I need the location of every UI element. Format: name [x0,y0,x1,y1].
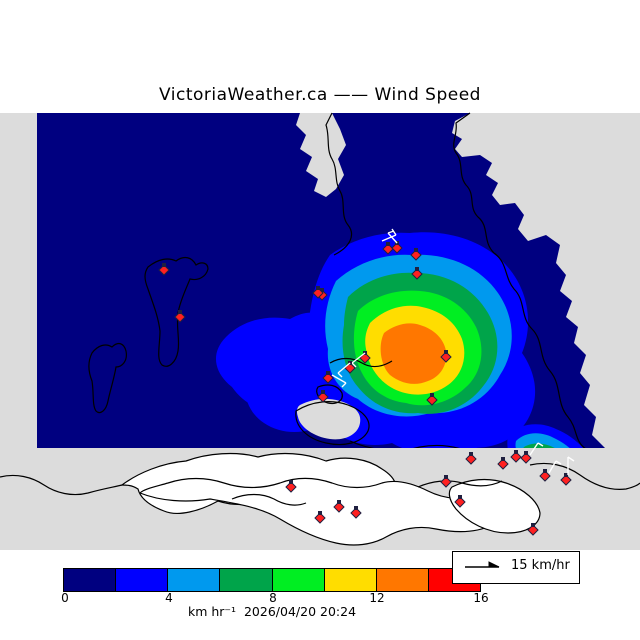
station-marker [426,393,438,406]
colorbar-tick-8: 8 [269,591,277,605]
station-marker-with-barb [560,456,575,486]
station-marker [510,450,522,463]
station-markers[interactable] [158,228,575,536]
coastline-inner-channel [417,480,503,488]
station-marker [174,310,186,323]
coastline-mainland-northeast [453,112,495,254]
station-marker [317,390,329,403]
coastline-detail-bay [231,493,307,506]
station-marker-with-barb [337,361,356,378]
station-marker [285,480,297,493]
coastline-inlet-thread [329,357,393,368]
coastline-south-mainland [0,474,123,496]
colorbar-band-0 [64,569,116,591]
station-marker-with-barb [381,228,397,242]
station-marker [527,523,539,536]
land-southern-region [0,448,640,550]
colorbar-band-5 [323,569,376,591]
station-marker [454,495,466,508]
wind-barb-legend-label: 15 km/hr [511,558,570,573]
station-marker [410,248,422,261]
station-marker [440,350,452,363]
coastline-mainland-north [325,112,353,256]
station-marker [411,267,423,280]
colorbar-band-6 [375,569,428,591]
contour-band-4-6-east [515,433,570,448]
station-marker-with-barb [322,371,347,388]
colorbar-caption: km hr⁻¹ 2026/04/20 20:24 [187,604,357,619]
coastline-island-west [88,342,127,414]
station-marker-with-barb [539,460,562,482]
station-marker-with-barb [382,242,394,255]
colorbar-band-3 [219,569,272,591]
wind-speed-map[interactable] [0,105,640,550]
land-mask-northwest [296,113,346,197]
wind-barb [387,230,398,244]
station-marker [312,286,324,299]
station-marker [350,506,362,519]
station-marker [465,452,477,465]
land-mask-north [452,113,605,448]
contour-band-12-14-main [380,323,447,384]
colorbar-tick-0: 0 [61,591,69,605]
colorbar-tick-4: 4 [165,591,173,605]
station-marker-with-barb [520,442,544,464]
land-peninsula-central [296,398,361,440]
colorbar-band-4 [271,569,324,591]
wind-speed-colorbar[interactable] [63,568,481,592]
wind-barb [351,352,366,368]
wind-barb [337,362,351,378]
page-title: VictoriaWeather.ca —— Wind Speed [159,85,481,105]
station-marker-with-barb [351,351,371,368]
coastline-mainland-east [493,252,587,450]
station-marker [158,263,170,276]
colorbar-band-1 [115,569,168,591]
colorbar-band-2 [167,569,220,591]
colorbar-tick-labels: 0 4 8 12 16 [61,591,488,607]
station-marker [497,457,509,470]
coastline-south-peninsula [295,401,370,446]
station-marker-with-barb [387,230,403,254]
wind-barb [529,442,544,456]
wind-barb-icon [465,561,500,568]
contour-band-6-8-east [523,443,555,448]
wind-barb [331,374,347,388]
wind-barb [567,456,575,475]
colorbar-tick-12: 12 [369,591,385,605]
station-marker [440,475,452,488]
coastline-southeast-mainland [529,462,640,490]
colorbar-tick-16: 16 [473,591,489,605]
wind-barb-legend: 15 km/hr [452,551,580,584]
station-marker [333,500,345,513]
wind-barb [381,228,397,242]
wind-barb [548,460,562,474]
station-marker [314,511,326,524]
